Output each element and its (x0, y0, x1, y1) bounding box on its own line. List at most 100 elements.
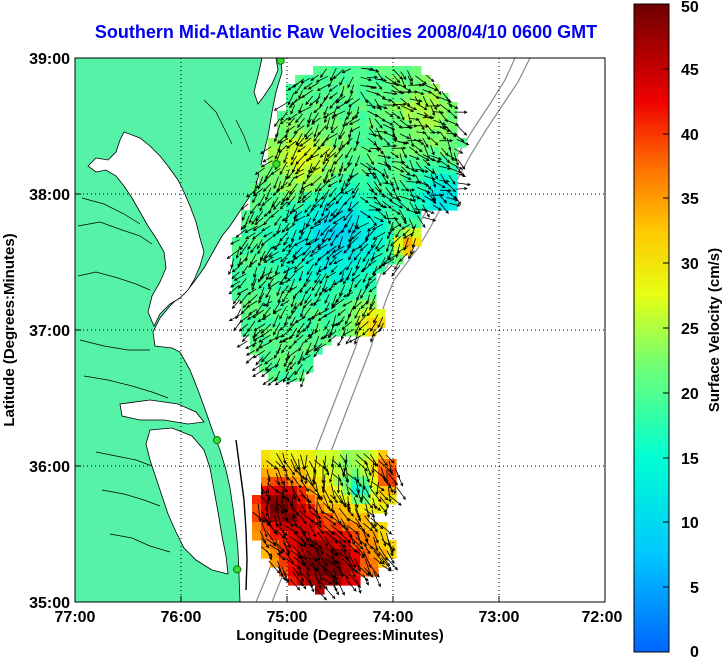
velocity-cell (304, 165, 314, 175)
velocity-cell (277, 273, 287, 283)
velocity-arrow (258, 257, 264, 267)
velocity-cell (322, 327, 332, 337)
velocity-arrow (293, 334, 304, 344)
velocity-cell (439, 129, 449, 139)
velocity-cell (286, 84, 296, 94)
velocity-cell (421, 84, 431, 94)
velocity-arrow (383, 168, 389, 180)
velocity-arrow (362, 258, 370, 272)
velocity-arrow (282, 266, 295, 274)
velocity-cell (358, 291, 368, 301)
velocity-arrow (292, 566, 301, 577)
velocity-cell (259, 318, 269, 328)
velocity-arrow (330, 126, 338, 134)
velocity-cell (279, 513, 289, 523)
velocity-arrow (291, 475, 302, 489)
velocity-arrow (373, 536, 379, 552)
velocity-arrow (406, 124, 418, 128)
velocity-cell (324, 558, 334, 568)
velocity-arrow (400, 71, 407, 81)
velocity-cell (286, 282, 296, 292)
velocity-arrow (242, 211, 247, 222)
velocity-arrow (371, 509, 377, 528)
velocity-cell (358, 120, 368, 130)
velocity-arrow (417, 118, 425, 131)
velocity-cell (376, 309, 386, 319)
velocity-arrow (337, 581, 345, 596)
velocity-arrow (317, 214, 329, 224)
velocity-cell (340, 75, 350, 85)
velocity-cell (349, 273, 359, 283)
velocity-cell (340, 84, 350, 94)
velocity-arrow (371, 459, 375, 474)
velocity-arrow (305, 229, 312, 242)
velocity-cell (358, 111, 368, 121)
velocity-cell (430, 165, 440, 175)
velocity-cell (367, 327, 377, 337)
velocity-arrow (400, 188, 416, 192)
velocity-cell (394, 84, 404, 94)
velocity-arrow (360, 286, 368, 299)
velocity-cell (297, 549, 307, 559)
velocity-cell (261, 495, 271, 505)
velocity-cell (412, 156, 422, 166)
velocity-cell (324, 450, 334, 460)
velocity-cell (268, 174, 278, 184)
y-tick-label: 35:00 (29, 595, 70, 612)
y-tick-label: 37:00 (29, 323, 70, 340)
velocity-cell (277, 120, 287, 130)
velocity-arrow (284, 571, 289, 584)
velocity-arrow (330, 455, 335, 468)
station-markers (212, 58, 285, 574)
velocity-cell (331, 66, 341, 76)
velocity-cell (286, 156, 296, 166)
velocity-cell (358, 84, 368, 94)
velocity-cell (331, 156, 341, 166)
velocity-cell (376, 219, 386, 229)
velocity-cell (367, 174, 377, 184)
velocity-cell (351, 513, 361, 523)
velocity-cell (297, 576, 307, 586)
velocity-arrow (277, 467, 284, 486)
velocity-arrow (274, 215, 282, 226)
velocity-cell (324, 576, 334, 586)
velocity-arrow (294, 82, 304, 95)
velocity-arrow (402, 229, 410, 237)
velocity-arrow (320, 333, 330, 340)
velocity-cell (286, 336, 296, 346)
velocity-arrow (266, 521, 278, 536)
velocity-arrow (351, 274, 361, 282)
velocity-cell (378, 477, 388, 487)
velocity-arrow (301, 535, 306, 548)
velocity-cell (295, 111, 305, 121)
velocity-arrow (349, 126, 360, 132)
velocity-cell (286, 201, 296, 211)
velocity-cell (315, 576, 325, 586)
velocity-arrow (232, 293, 242, 305)
outer-banks (235, 439, 248, 591)
velocity-arrow (370, 253, 383, 260)
velocity-arrow (289, 355, 296, 366)
velocity-cell (277, 372, 287, 382)
velocity-cell (430, 84, 440, 94)
velocity-arrow (381, 259, 394, 267)
velocity-arrow (339, 173, 344, 184)
velocity-arrow (345, 335, 352, 345)
velocity-cell (340, 183, 350, 193)
velocity-cell (367, 129, 377, 139)
velocity-cell (268, 183, 278, 193)
velocity-cell (340, 219, 350, 229)
colorbar-tick-label: 30 (681, 256, 699, 273)
velocity-cell (403, 165, 413, 175)
velocity-arrow (374, 201, 388, 208)
velocity-cell (403, 237, 413, 247)
velocity-arrow (371, 566, 380, 578)
velocity-cell (288, 576, 298, 586)
velocity-arrow (273, 176, 279, 190)
velocity-arrow (359, 243, 369, 252)
velocity-cell (387, 495, 397, 505)
velocity-arrow (321, 203, 327, 218)
velocity-arrow (262, 183, 272, 192)
velocity-arrow (322, 585, 336, 600)
velocity-arrow (330, 494, 339, 504)
